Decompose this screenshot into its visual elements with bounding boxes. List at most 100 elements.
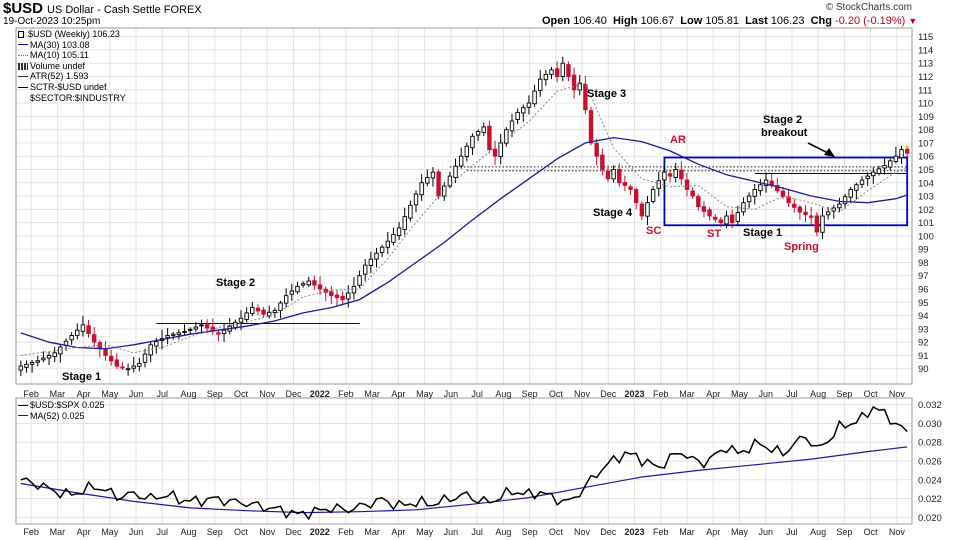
candle-body: [532, 90, 537, 105]
x-tick-label: Feb: [653, 527, 669, 537]
candle-body: [729, 214, 735, 224]
candle-body: [458, 155, 464, 167]
candle-body: [831, 207, 836, 212]
x-tick-label: Sep: [207, 389, 223, 399]
candle-body: [464, 145, 470, 157]
candle-body: [272, 309, 278, 314]
candle-body: [193, 326, 199, 330]
candle-body: [882, 165, 887, 169]
y-tick-label: 0.032: [918, 400, 942, 411]
symbol-title: $USD US Dollar - Cash Settle FOREX: [3, 0, 202, 17]
chg-label: Chg: [810, 15, 832, 27]
legend-label: $SECTOR:$INDUSTRY: [30, 92, 126, 103]
x-tick-label: Nov: [889, 527, 906, 537]
candle-body: [758, 184, 763, 192]
candle-body: [865, 175, 870, 180]
candle-body: [735, 212, 741, 222]
annotation-label: Stage 3: [587, 88, 626, 100]
candle-body: [509, 120, 515, 132]
candle-body: [600, 154, 605, 170]
x-tick-label: Apr: [706, 389, 720, 399]
candle-body: [148, 344, 153, 356]
candle-body: [470, 135, 475, 149]
x-tick-label: Nov: [889, 389, 906, 399]
candle-body: [504, 129, 509, 144]
candle-body: [679, 169, 684, 180]
x-tick-label: Apr: [391, 527, 405, 537]
legend-swatch: [18, 54, 28, 56]
open-value: 106.40: [573, 15, 607, 27]
candle-body: [216, 332, 221, 335]
x-tick-label: Aug: [495, 527, 511, 537]
legend-swatch: [18, 415, 28, 417]
y-tick-label: 113: [918, 59, 933, 70]
candle-body: [346, 292, 351, 300]
y-tick-label: 109: [918, 112, 934, 123]
candle-body: [543, 74, 549, 81]
legend-entry: $USD:$SPX 0.025: [18, 400, 105, 411]
candle-body: [18, 365, 24, 371]
x-tick-label: Dec: [600, 389, 617, 399]
annotation-label: Stage 1: [62, 371, 101, 383]
ma30-line: [20, 136, 908, 350]
candle-body: [221, 329, 227, 334]
candle-body: [261, 309, 266, 315]
candle-body: [487, 125, 492, 150]
candle-body: [363, 264, 368, 275]
candle-body: [413, 193, 419, 206]
legend-entry: Volume undef: [18, 61, 126, 72]
x-tick-label: Sep: [207, 527, 223, 537]
candle-body: [566, 64, 571, 77]
low-value: 105.81: [705, 15, 739, 27]
candle-body: [125, 368, 131, 371]
ratio-line: [20, 405, 908, 521]
y-tick-label: 93: [918, 324, 929, 335]
candle-body: [80, 324, 86, 332]
candle-body: [368, 258, 374, 266]
x-tick-label: 2022: [310, 527, 330, 537]
trading-range-box: [663, 156, 909, 227]
candle-body: [780, 190, 786, 198]
moving-averages: [20, 82, 908, 356]
legend-swatch: [18, 404, 28, 406]
candle-body: [283, 295, 289, 304]
legend-label: ATR(52) 1.593: [30, 71, 89, 82]
x-tick-label: Nov: [574, 389, 591, 399]
candle-body: [475, 131, 481, 136]
x-tick-label: 2023: [625, 389, 645, 399]
x-tick-label: Sep: [836, 527, 852, 537]
x-tick-label: 2023: [625, 527, 645, 537]
candle-body: [244, 312, 249, 320]
x-tick-label: Jul: [786, 527, 798, 537]
candle-body: [41, 357, 46, 361]
candle-body: [701, 206, 707, 212]
candle-body: [498, 142, 503, 158]
candle-body: [154, 341, 159, 347]
candle-body: [526, 102, 532, 108]
annotation-label: Stage 2: [216, 277, 255, 289]
annotation-label: ST: [707, 228, 721, 240]
legend-lower: $USD:$SPX 0.025 MA(52) 0.025: [18, 400, 105, 421]
candle-body: [317, 284, 323, 290]
candle-body: [391, 234, 396, 243]
x-axis-lower: Feb Mar Apr May Jun Jul Aug Sep Oct Nov Dec 2022 Feb…: [23, 527, 905, 537]
x-tick-label: Jun: [129, 527, 144, 537]
annotation-label: Stage 1: [743, 227, 782, 239]
candle-body: [611, 169, 616, 180]
candle-body: [453, 165, 458, 179]
credit: © StockCharts.com: [825, 2, 912, 13]
candle-body: [792, 203, 797, 208]
candle-body: [577, 82, 582, 91]
candle-body: [583, 84, 588, 111]
candle-body: [289, 290, 295, 295]
candle-body: [419, 182, 424, 196]
candle-body: [560, 62, 565, 77]
candle-body: [396, 227, 402, 237]
x-tick-label: Oct: [864, 527, 879, 537]
candle-body: [379, 246, 385, 253]
candle-body: [814, 215, 820, 233]
legend-entry: $USD (Weekly) 106.23: [18, 29, 126, 40]
candle-body: [171, 333, 176, 336]
candle-body: [645, 202, 650, 217]
